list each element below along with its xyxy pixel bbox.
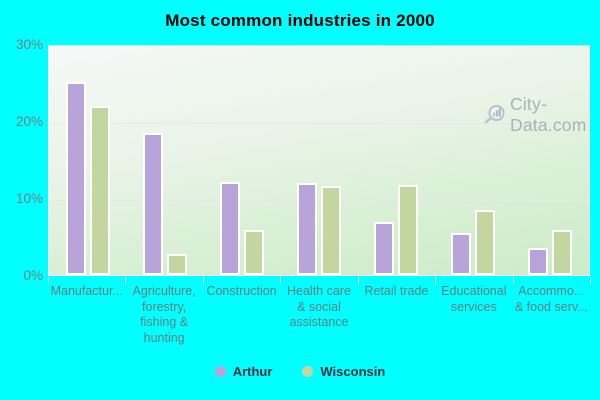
gridline-10%: [49, 200, 589, 201]
x-axis-category-label: Construction: [206, 284, 277, 298]
bar-group: [49, 46, 126, 275]
bar-arthur: [528, 248, 549, 275]
y-axis-tick-label: 0%: [23, 268, 43, 283]
bar-group: [280, 46, 357, 275]
bar-group: [358, 46, 435, 275]
x-axis-tick: [125, 277, 126, 285]
bar-group: [126, 46, 203, 275]
x-axis-tick: [435, 277, 436, 285]
legend-item-arthur: Arthur: [214, 364, 273, 379]
bar-arthur: [374, 222, 395, 275]
legend-label: Arthur: [232, 364, 273, 379]
x-axis-tick: [590, 277, 591, 285]
bar-arthur: [451, 233, 472, 275]
x-axis-ticks: [48, 276, 591, 285]
bar-wisconsin: [475, 210, 496, 275]
bar-wisconsin: [552, 230, 573, 275]
x-axis-labels: Manufactur... Agriculture, forestry, fish…: [48, 284, 590, 346]
x-axis-tick: [280, 277, 281, 285]
legend-item-wisconsin: Wisconsin: [302, 364, 385, 379]
citydata-watermark: City-Data.com: [483, 94, 589, 136]
gridline-20%: [49, 123, 589, 124]
watermark-text: City-Data.com: [510, 94, 587, 135]
magnifier-chart-icon: [483, 103, 508, 128]
bar-arthur: [219, 182, 240, 275]
x-axis-category-label: Health care & social assistance: [287, 284, 351, 329]
x-axis-tick: [358, 277, 359, 285]
x-axis-category-label: Retail trade: [364, 284, 429, 298]
bar-group: [435, 46, 512, 275]
bar-wisconsin: [166, 254, 187, 275]
plot-area: City-Data.com: [48, 45, 590, 276]
bar-arthur: [296, 183, 317, 275]
bar-wisconsin: [320, 186, 341, 275]
x-axis-category-label: Educational services: [441, 284, 507, 314]
legend-swatch-arthur: [214, 366, 226, 377]
legend-label: Wisconsin: [320, 364, 386, 379]
legend-swatch-wisconsin: [302, 366, 314, 377]
bar-wisconsin: [89, 106, 110, 275]
bar-arthur: [65, 82, 86, 275]
bar-wisconsin: [243, 230, 264, 275]
bar-group: [203, 46, 280, 275]
chart-title: Most common industries in 2000: [165, 11, 435, 30]
x-axis-tick: [48, 277, 49, 285]
bar-wisconsin: [398, 185, 419, 275]
y-axis-tick-label: 20%: [15, 114, 43, 129]
x-axis-tick: [513, 277, 514, 285]
bar-groups: [49, 46, 589, 275]
x-axis-category-label: Agriculture, forestry, fishing & hunting: [132, 284, 196, 345]
x-axis-category-label: Accommo... & food serv...: [514, 284, 588, 314]
y-axis-tick-label: 10%: [15, 191, 43, 206]
bar-group: [512, 46, 589, 275]
bar-arthur: [142, 133, 163, 275]
x-axis-tick: [203, 277, 204, 285]
x-axis-category-label: Manufactur...: [50, 284, 123, 298]
y-axis-tick-label: 30%: [15, 37, 43, 52]
chart-legend: Arthur Wisconsin: [0, 364, 600, 379]
